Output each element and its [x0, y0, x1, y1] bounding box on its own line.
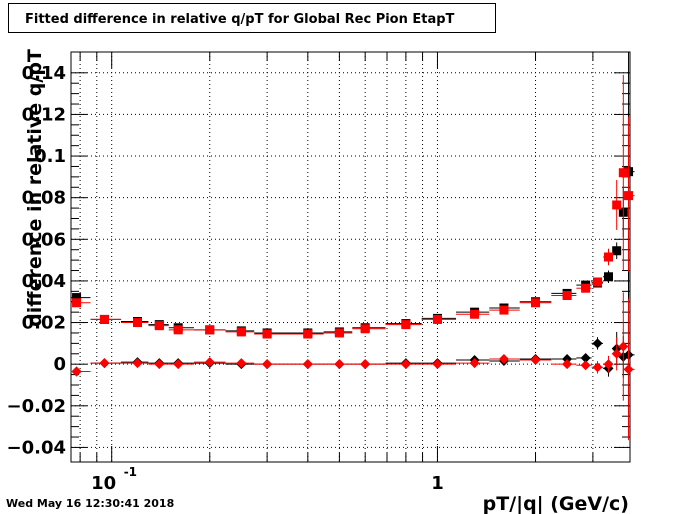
data-point-square	[72, 298, 82, 308]
data-point-diamond	[334, 359, 345, 370]
data-point-square	[132, 318, 142, 328]
x-tick-exponent: -1	[124, 465, 137, 479]
data-point-square	[612, 246, 622, 256]
data-point-diamond	[580, 360, 591, 371]
chart-title-box: Fitted difference in relative q/pT for G…	[8, 3, 496, 33]
y-tick-label: −0.04	[7, 437, 67, 458]
data-point-square	[99, 314, 109, 324]
data-point-diamond	[360, 359, 371, 370]
y-tick-label: 0.12	[22, 104, 66, 125]
data-point-square	[432, 314, 442, 324]
data-point-diamond	[400, 359, 411, 370]
y-axis-label: difference in relative q/pT	[24, 49, 46, 327]
data-point-diamond	[592, 338, 603, 349]
data-point-square	[334, 328, 344, 338]
data-point-diamond	[154, 359, 165, 370]
data-point-square	[603, 252, 613, 262]
data-point-square	[499, 305, 509, 315]
data-point-square	[154, 321, 164, 331]
data-point-square	[236, 327, 246, 337]
data-point-diamond	[592, 362, 603, 373]
data-point-diamond	[71, 366, 82, 377]
y-tick-label: 0.02	[22, 313, 66, 334]
data-point-square	[531, 298, 541, 308]
data-point-diamond	[562, 353, 573, 364]
y-tick-label: 0	[53, 354, 66, 375]
data-point-diamond	[99, 358, 110, 369]
y-tick-label: 0.14	[22, 63, 66, 84]
data-point-diamond	[530, 355, 541, 366]
y-tick-label: 0.06	[22, 229, 66, 250]
y-tick-label: 0.1	[34, 146, 66, 167]
data-point-diamond	[204, 357, 215, 368]
data-point-square	[72, 293, 82, 303]
chart-title: Fitted difference in relative q/pT for G…	[25, 12, 455, 27]
y-tick-label: 0.08	[22, 188, 66, 209]
data-point-diamond	[611, 348, 622, 359]
data-point-diamond	[302, 359, 313, 370]
data-point-diamond	[236, 358, 247, 369]
data-point-square	[562, 291, 572, 301]
axis-ticks: −0.04 −0.02 0 0.02 0.04 0.06 0.08 0.1 0.12 0.14 10…	[7, 52, 630, 494]
data-point-square	[401, 320, 411, 330]
data-point-square	[603, 272, 613, 282]
data-point-square	[173, 325, 183, 335]
timestamp: Wed May 16 12:30:41 2018	[6, 497, 175, 510]
data-point-square	[205, 325, 215, 335]
data-point-diamond	[262, 359, 273, 370]
data-point-diamond	[603, 359, 614, 370]
x-tick-label: 1	[431, 473, 444, 494]
grid	[71, 52, 630, 462]
y-tick-label: 0.04	[22, 271, 66, 292]
data-point-square	[581, 283, 591, 293]
data-point-diamond	[623, 364, 634, 375]
data-point-square	[593, 277, 603, 287]
data-point-square	[262, 329, 272, 339]
data-point-square	[303, 329, 313, 339]
data-point-square	[612, 200, 622, 210]
data-point-diamond	[432, 359, 443, 370]
data-point-diamond	[173, 359, 184, 370]
data-point-square	[470, 309, 480, 319]
data-point-diamond	[132, 358, 143, 369]
data-point-square	[360, 324, 370, 334]
data-point-diamond	[580, 352, 591, 363]
data-point-diamond	[562, 359, 573, 370]
data-points	[70, 52, 635, 441]
data-point-diamond	[469, 358, 480, 369]
x-tick-label: 10	[91, 473, 116, 494]
data-point-diamond	[618, 341, 629, 352]
y-tick-label: −0.02	[7, 396, 67, 417]
data-point-square	[624, 191, 634, 201]
data-point-diamond	[498, 353, 509, 364]
data-point-square	[618, 168, 628, 178]
x-axis-label: pT/|q| (GeV/c)	[483, 493, 629, 514]
plot-frame	[70, 51, 631, 463]
